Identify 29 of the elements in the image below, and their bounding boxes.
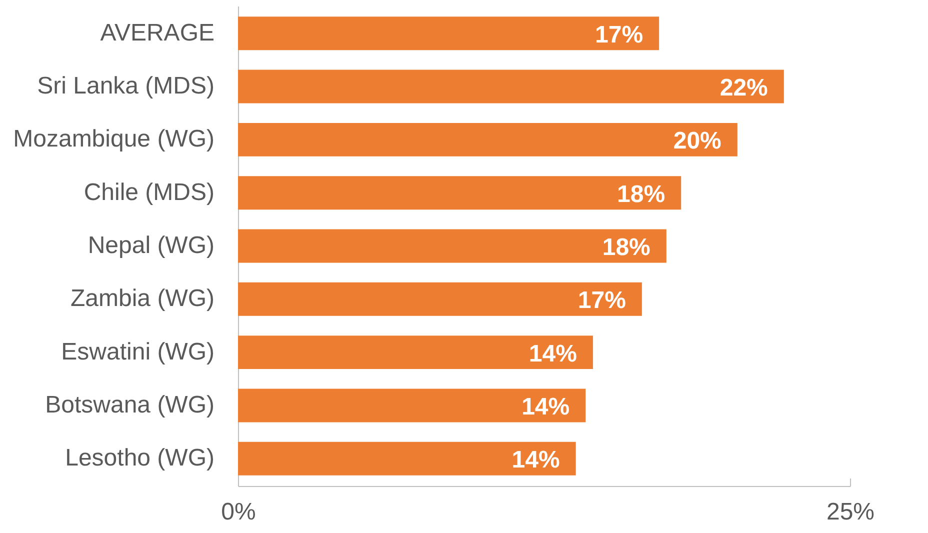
x-tick-label: 25% [826, 498, 875, 526]
data-label: 17% [578, 287, 626, 314]
bar [238, 70, 784, 104]
x-tick-label: 0% [221, 498, 256, 526]
y-tick-label: Lesotho (WG) [65, 444, 214, 472]
y-tick-label: Botswana (WG) [45, 391, 214, 418]
bar [238, 282, 642, 316]
bar [238, 176, 682, 210]
bar [238, 388, 586, 422]
data-label: 22% [720, 74, 768, 102]
y-tick-label: Zambia (WG) [70, 285, 214, 312]
data-label: 17% [595, 21, 644, 48]
data-label: 14% [522, 393, 570, 420]
data-label: 14% [528, 340, 577, 368]
data-label: 20% [673, 128, 722, 155]
y-tick-label: Sri Lanka (MDS) [37, 72, 214, 100]
y-tick-label: Eswatini (WG) [61, 338, 214, 366]
y-tick-label: AVERAGE [100, 19, 214, 46]
data-label: 14% [512, 446, 560, 474]
data-label: 18% [602, 234, 650, 261]
bar [238, 122, 738, 156]
y-tick-label: Chile (MDS) [84, 178, 214, 206]
y-tick-label: Nepal (WG) [88, 232, 214, 259]
bar [238, 442, 576, 476]
bar [238, 229, 666, 263]
data-label: 18% [617, 180, 666, 208]
bar [238, 16, 660, 50]
bar [238, 336, 593, 370]
y-tick-label: Mozambique (WG) [13, 126, 214, 153]
